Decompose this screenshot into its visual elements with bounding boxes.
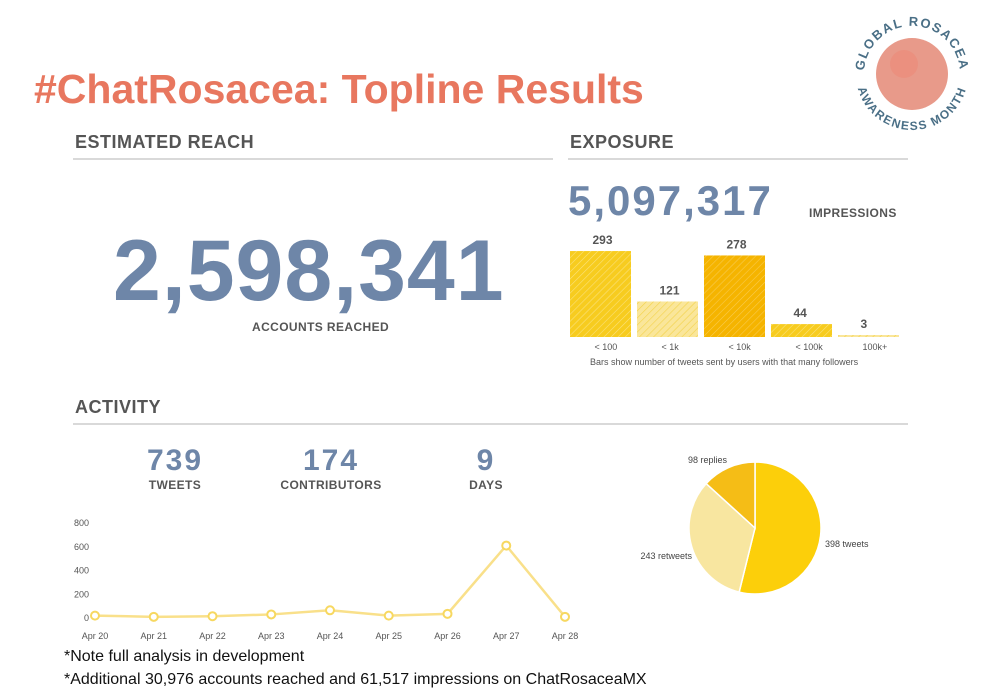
stat-contributors-value: 174 <box>302 444 360 477</box>
pie-slice-label: 398 tweets <box>825 539 869 549</box>
y-tick-label: 400 <box>74 566 89 576</box>
bar <box>570 251 631 337</box>
page-title: #ChatRosacea: Topline Results <box>34 66 644 112</box>
global-rosacea-logo: GLOBAL ROSACEA AWARENESS MONTH <box>852 14 971 133</box>
daily-activity-line-chart: 0 200 400 600 800 Apr 20 Apr 21 Apr 22 Apr 23 Apr… <box>74 518 579 641</box>
bar-category-label: < 100k <box>796 342 824 352</box>
bar-value-label: 44 <box>794 306 808 320</box>
data-point <box>560 611 570 622</box>
data-point <box>501 540 512 551</box>
activity-heading: ACTIVITY <box>75 397 162 417</box>
exposure-note: Bars show number of tweets sent by users… <box>590 357 859 367</box>
x-tick-label: Apr 22 <box>199 631 226 641</box>
bar <box>704 255 765 337</box>
bar-value-label: 121 <box>660 284 680 298</box>
exposure-divider <box>568 158 908 160</box>
data-point <box>148 611 159 622</box>
data-point <box>325 605 335 616</box>
footnote-additional: *Additional 30,976 accounts reached and … <box>64 671 647 688</box>
logo-circle-texture <box>890 50 918 78</box>
followers-bar-chart: 293 < 100 121 < 1k 278 < 10k 44 < 100k 3 100k+ <box>570 233 899 352</box>
stat-contributors-label: CONTRIBUTORS <box>280 478 382 492</box>
stat-days-value: 9 <box>476 444 496 477</box>
activity-divider <box>73 423 908 425</box>
reach-value: 2,598,341 <box>113 223 505 319</box>
pie-slice-label: 98 replies <box>688 455 728 465</box>
x-tick-label: Apr 28 <box>552 631 579 641</box>
reach-caption: ACCOUNTS REACHED <box>252 320 390 334</box>
bar-category-label: < 1k <box>662 342 680 352</box>
bar-category-label: 100k+ <box>863 342 888 352</box>
pie-slice <box>738 461 822 595</box>
pie-slice <box>688 482 756 593</box>
x-tick-label: Apr 24 <box>317 631 344 641</box>
exposure-value: 5,097,317 <box>568 177 773 224</box>
stat-days-label: DAYS <box>469 478 503 492</box>
exposure-unit: IMPRESSIONS <box>809 206 897 220</box>
stat-tweets-value: 739 <box>146 444 204 477</box>
reach-divider <box>73 158 553 160</box>
pie-slice <box>705 461 756 530</box>
bar-category-label: < 100 <box>595 342 618 352</box>
x-tick-label: Apr 27 <box>493 631 520 641</box>
bar-value-label: 3 <box>861 317 868 331</box>
x-tick-label: Apr 26 <box>434 631 461 641</box>
exposure-heading: EXPOSURE <box>570 132 675 152</box>
bar <box>637 301 698 337</box>
pie-slice-label: 243 retweets <box>640 551 692 561</box>
y-tick-label: 200 <box>74 589 89 599</box>
bar-category-label: < 10k <box>729 342 752 352</box>
stat-tweets: 739 TWEETS <box>140 444 210 492</box>
y-tick-label: 600 <box>74 542 89 552</box>
bar <box>771 324 832 337</box>
y-tick-label: 800 <box>74 518 89 528</box>
bar-value-label: 278 <box>727 237 747 251</box>
footnote-analysis: *Note full analysis in development <box>64 648 305 665</box>
data-point <box>266 609 277 620</box>
data-point <box>90 610 100 621</box>
x-tick-label: Apr 23 <box>258 631 285 641</box>
data-point <box>383 610 394 621</box>
stat-contributors: 174 CONTRIBUTORS <box>271 444 391 492</box>
bar-value-label: 293 <box>593 233 613 247</box>
stat-tweets-label: TWEETS <box>148 478 202 492</box>
data-point <box>442 608 453 619</box>
tweet-type-pie-chart: 398 tweets 243 retweets 98 replies <box>640 455 869 595</box>
x-tick-label: Apr 21 <box>140 631 167 641</box>
reach-heading: ESTIMATED REACH <box>75 132 255 152</box>
bar <box>838 335 899 337</box>
data-point <box>207 611 218 622</box>
y-tick-label: 0 <box>84 613 89 623</box>
stat-days: 9 DAYS <box>456 444 516 492</box>
x-tick-label: Apr 20 <box>82 631 109 641</box>
x-tick-label: Apr 25 <box>375 631 402 641</box>
